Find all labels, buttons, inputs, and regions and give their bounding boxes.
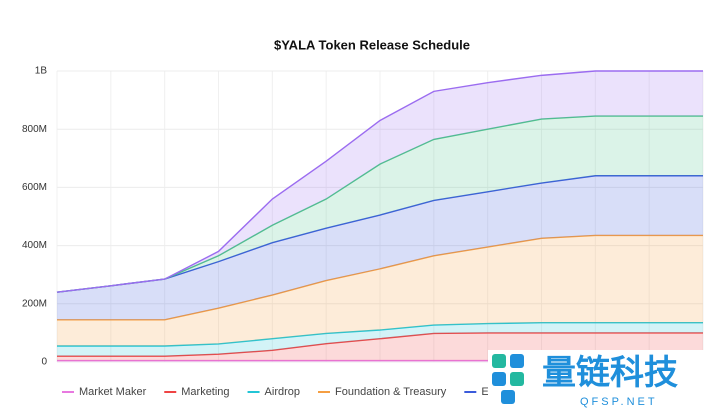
area [57,116,703,293]
area [57,71,703,293]
area-line [57,234,703,321]
legend-label: Market Maker [79,386,147,398]
y-tick-label: 1B [35,66,48,77]
legend-label: Marketing [181,386,229,398]
watermark: 量链科技 QFSP.NET [488,350,708,411]
y-tick-label: 400M [22,240,47,251]
y-tick-label: 0 [41,357,47,368]
watermark-icon [510,354,524,368]
y-tick-label: 600M [22,182,47,193]
chart-title: $YALA Token Release Schedule [274,37,470,52]
watermark-icon [501,390,515,404]
watermark-icon [492,354,506,368]
area-line [56,70,703,293]
area-line [57,322,703,347]
watermark-bg [488,350,708,411]
watermark-icon [492,372,506,386]
legend-label: Airdrop [265,386,300,398]
area [57,175,703,320]
area-line [57,332,703,357]
y-tick-label: 200M [22,298,47,309]
y-tick-label: 800M [22,124,47,135]
legend-label: Foundation & Treasury [335,386,447,398]
area [57,322,703,357]
watermark-title: 量链科技 [542,354,678,392]
watermark-subtitle: QFSP.NET [580,396,658,408]
watermark-icon [510,372,524,386]
area [57,235,703,346]
